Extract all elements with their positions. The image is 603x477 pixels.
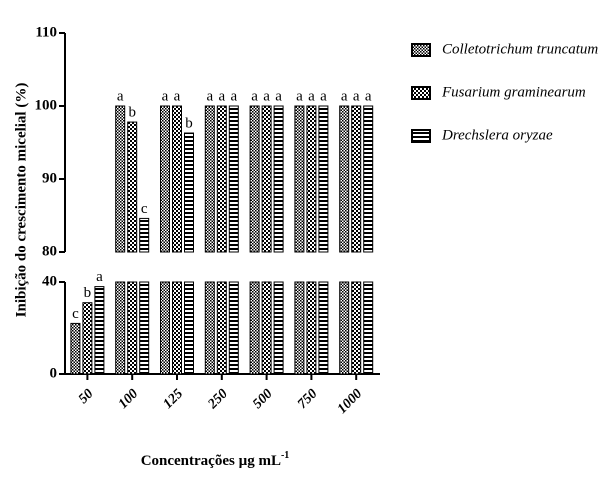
- significance-letter: c: [72, 306, 79, 322]
- significance-letter: a: [320, 88, 327, 104]
- significance-letter: a: [96, 269, 103, 285]
- bar: [160, 105, 170, 253]
- bar: [228, 281, 239, 375]
- x-tick-label: 125: [161, 386, 186, 411]
- significance-letter: a: [353, 88, 360, 104]
- bar: [139, 217, 150, 253]
- bar: [115, 105, 126, 253]
- significance-letter: a: [296, 88, 303, 104]
- significance-letter: b: [185, 115, 193, 131]
- bar: [115, 281, 126, 375]
- bar: [160, 281, 170, 375]
- bar: [204, 105, 215, 253]
- x-axis-label: Concentrações µg mL-1: [141, 450, 290, 469]
- significance-letter: a: [218, 88, 225, 104]
- bar: [204, 281, 215, 375]
- significance-letter: a: [263, 88, 270, 104]
- bar: [249, 281, 260, 375]
- significance-letter: a: [230, 88, 237, 104]
- bar: [339, 105, 350, 253]
- bar: [318, 281, 329, 375]
- x-axis-label-main: Concentrações µg mL: [141, 453, 281, 469]
- y-tick-label: 90: [42, 170, 57, 186]
- x-tick-label: 500: [250, 386, 275, 411]
- significance-letter: a: [174, 88, 181, 104]
- bar: [82, 302, 93, 375]
- bar: [273, 281, 284, 375]
- bar: [273, 105, 284, 253]
- bar: [127, 121, 138, 253]
- bar: [351, 281, 362, 375]
- bar: [306, 281, 317, 375]
- bar: [172, 281, 182, 375]
- bar: [228, 105, 239, 253]
- significance-letter: b: [84, 285, 92, 301]
- y-tick-label: 40: [42, 273, 57, 289]
- bar: [172, 105, 182, 253]
- legend-swatch: [411, 129, 431, 143]
- bar: [339, 281, 350, 375]
- bar: [184, 281, 194, 375]
- x-tick-label: 750: [295, 386, 320, 411]
- bar: [216, 105, 227, 253]
- significance-letter: a: [365, 88, 372, 104]
- bar: [127, 281, 138, 375]
- x-tick-label: 100: [116, 386, 141, 411]
- bar: [139, 281, 150, 375]
- bar: [306, 105, 317, 253]
- legend-swatch: [411, 43, 431, 57]
- y-tick-label: 110: [35, 24, 57, 40]
- x-tick-label: 50: [76, 386, 97, 407]
- significance-letter: a: [117, 88, 124, 104]
- bar: [184, 132, 194, 253]
- significance-letter: a: [308, 88, 315, 104]
- bar: [363, 281, 374, 375]
- bar: [249, 105, 260, 253]
- legend-label: Fusarium graminearum: [441, 84, 586, 100]
- significance-letter: b: [128, 104, 136, 120]
- bar: [318, 105, 329, 253]
- significance-letter: a: [275, 88, 282, 104]
- y-tick-label: 0: [50, 365, 58, 381]
- bar: [294, 105, 305, 253]
- legend-label: Colletotrichum truncatum: [442, 41, 598, 57]
- significance-letter: a: [251, 88, 258, 104]
- bar: [261, 281, 272, 375]
- y-axis-label: Inibição do crescimento micelial (%): [13, 83, 29, 318]
- bar: [351, 105, 362, 253]
- legend-label: Drechslera oryzae: [441, 127, 553, 143]
- x-tick-label: 1000: [335, 386, 365, 416]
- x-tick-label: 250: [205, 386, 231, 412]
- legend-swatch: [411, 86, 431, 100]
- bar: [94, 286, 105, 375]
- y-tick-label: 100: [35, 97, 58, 113]
- y-tick-label: 80: [42, 243, 57, 259]
- significance-letter: a: [341, 88, 348, 104]
- significance-letter: a: [206, 88, 213, 104]
- bar: [294, 281, 305, 375]
- bar: [261, 105, 272, 253]
- significance-letter: c: [141, 201, 148, 217]
- x-axis-label-sup: -1: [281, 450, 289, 461]
- bar: [70, 322, 81, 375]
- bar: [363, 105, 374, 253]
- bar: [216, 281, 227, 375]
- significance-letter: a: [162, 88, 169, 104]
